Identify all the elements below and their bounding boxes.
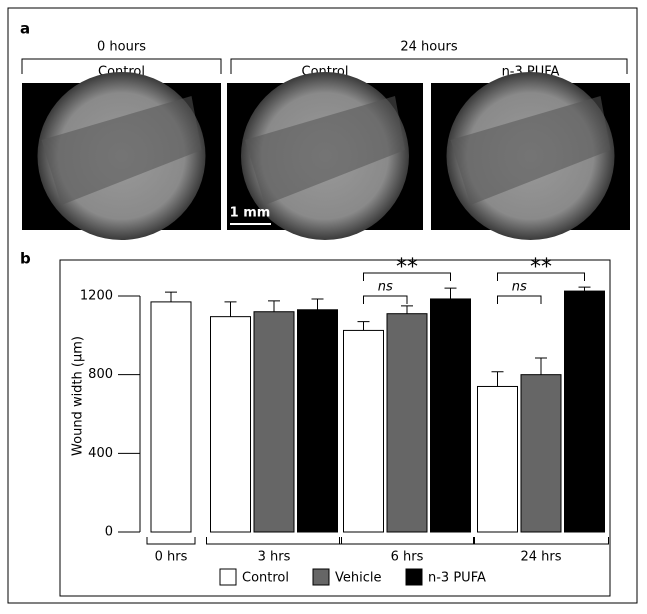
y-axis-label: Wound width (μm) xyxy=(71,336,86,456)
legend-label: n-3 PUFA xyxy=(428,571,486,586)
wound-band xyxy=(41,96,202,205)
error-bar xyxy=(401,305,413,314)
bar xyxy=(520,374,562,533)
significance-label: ns xyxy=(512,280,527,295)
x-tick-label: 3 hrs xyxy=(258,550,291,565)
y-tick-label: 0 xyxy=(105,525,113,540)
wound-band xyxy=(450,96,611,205)
group-title: 24 hours xyxy=(400,40,457,55)
bar xyxy=(297,309,338,533)
bar xyxy=(210,316,251,533)
bar xyxy=(150,301,192,533)
error-bar xyxy=(224,301,237,317)
scale-bar-label: 1 mm xyxy=(230,206,271,221)
significance-label: ** xyxy=(530,255,552,280)
significance-bracket xyxy=(497,295,542,304)
figure-frame xyxy=(7,7,638,604)
chart-frame xyxy=(59,259,611,597)
legend-swatch xyxy=(405,568,423,586)
bar xyxy=(430,298,471,533)
wound-band xyxy=(245,96,405,205)
category-bracket xyxy=(473,537,609,545)
bar xyxy=(253,311,295,533)
bar xyxy=(477,385,518,533)
category-bracket xyxy=(339,537,475,545)
legend-label: Control xyxy=(242,571,289,586)
group-bracket xyxy=(21,58,222,74)
y-tick-label: 400 xyxy=(88,446,113,461)
y-tick-label: 800 xyxy=(88,367,113,382)
error-bar xyxy=(491,371,504,387)
legend-swatch xyxy=(219,568,237,586)
error-bar xyxy=(165,291,177,302)
significance-bracket xyxy=(363,295,408,304)
x-tick-label: 0 hrs xyxy=(155,550,188,565)
panel-label: a xyxy=(20,20,30,38)
legend-label: Vehicle xyxy=(335,571,382,586)
bar xyxy=(386,313,428,533)
significance-label: ns xyxy=(378,280,393,295)
category-bracket xyxy=(206,537,342,545)
x-tick-label: 6 hrs xyxy=(391,550,424,565)
significance-label: ** xyxy=(396,255,418,280)
bar xyxy=(343,329,384,533)
error-bar xyxy=(535,357,547,375)
y-tick-label: 1200 xyxy=(80,289,113,304)
bar xyxy=(564,290,605,533)
group-title: 0 hours xyxy=(97,40,146,55)
error-bar xyxy=(268,300,280,312)
category-bracket xyxy=(146,537,196,545)
significance-bracket xyxy=(497,272,585,281)
legend-swatch xyxy=(312,568,330,586)
error-bar xyxy=(444,287,457,299)
group-bracket xyxy=(230,58,628,74)
significance-bracket xyxy=(363,272,451,281)
error-bar xyxy=(578,286,591,292)
error-bar xyxy=(357,321,370,331)
panel-label: b xyxy=(20,250,31,268)
error-bar xyxy=(311,298,324,310)
x-tick-label: 24 hrs xyxy=(520,550,561,565)
